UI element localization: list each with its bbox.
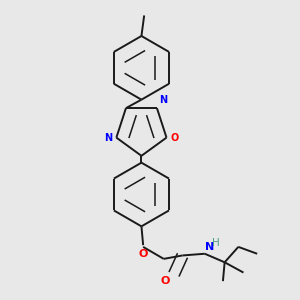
Text: N: N [104,133,112,142]
Text: O: O [139,249,148,259]
Text: O: O [160,276,170,286]
Text: H: H [212,238,220,248]
Text: N: N [206,242,215,252]
Text: O: O [171,133,179,142]
Text: N: N [159,95,167,105]
